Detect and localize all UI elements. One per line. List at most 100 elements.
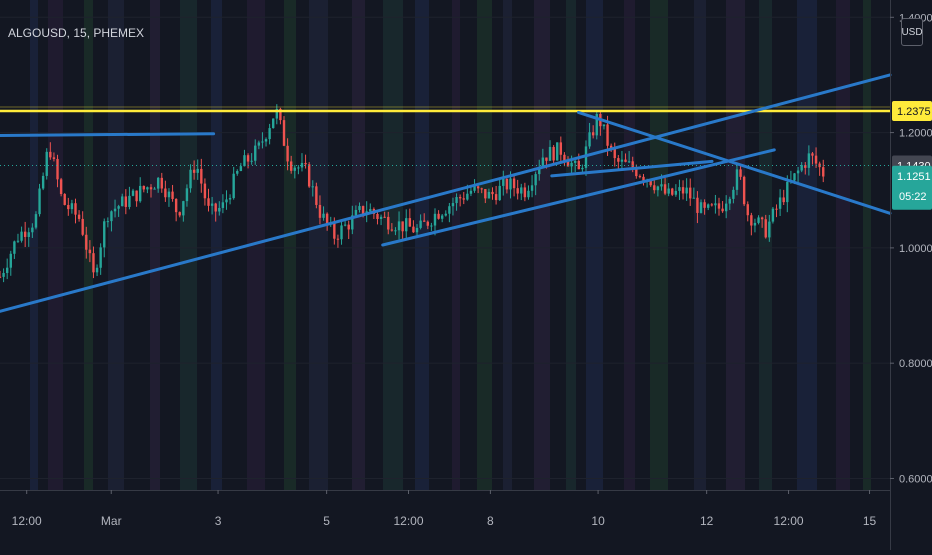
trendline-3[interactable] — [381, 148, 776, 247]
trendline-5[interactable] — [550, 159, 714, 178]
session-band — [624, 0, 635, 490]
candle-body — [383, 216, 386, 218]
candle-body — [387, 216, 390, 230]
candle-body — [494, 194, 498, 201]
candle-body — [462, 198, 465, 200]
time-tick-label: 15 — [863, 514, 877, 528]
candle-body — [678, 187, 681, 191]
session-band — [284, 0, 296, 490]
candle-body — [149, 187, 153, 190]
candle-body — [103, 221, 106, 248]
candle-body — [591, 132, 595, 136]
candle-body — [430, 225, 433, 227]
candle-body — [174, 198, 178, 213]
countdown-label: 05:22 — [899, 191, 927, 203]
candle-body — [617, 158, 620, 162]
candle-body — [757, 217, 760, 223]
candle-body — [272, 118, 275, 129]
candle-body — [671, 188, 674, 195]
candle-body — [225, 199, 228, 203]
candle-body — [556, 142, 559, 161]
candle-body — [200, 168, 203, 184]
candle-body — [178, 212, 181, 216]
candle-body — [408, 218, 412, 227]
time-tick-label: 12:00 — [12, 514, 42, 528]
candle-body — [135, 190, 138, 202]
candle-body — [548, 146, 552, 161]
candle-body — [275, 108, 279, 119]
candle-body — [282, 120, 286, 146]
candle-body — [595, 114, 598, 136]
candle-body — [390, 229, 394, 231]
candle-body — [613, 148, 616, 159]
trendline-2[interactable] — [0, 132, 216, 137]
session-band — [503, 0, 512, 490]
candle-body — [620, 159, 624, 162]
candle-body — [88, 249, 92, 254]
candle-body — [128, 195, 131, 207]
candle-body — [124, 196, 128, 207]
trendline-1[interactable] — [0, 73, 892, 313]
candle-body — [782, 197, 785, 203]
candle-body — [739, 169, 742, 177]
candle-body — [164, 188, 167, 198]
candle-body — [423, 220, 426, 222]
candle-body — [45, 151, 48, 176]
candle-body — [264, 139, 268, 142]
candle-body — [153, 188, 156, 190]
candle-body — [498, 185, 501, 201]
candle-body — [818, 163, 821, 168]
candle-body — [530, 185, 534, 191]
candle-body — [293, 167, 296, 171]
time-axis[interactable]: 12:00 Mar 3 5 12:00 8 10 12 12:00 15 — [0, 490, 890, 528]
candle-body — [541, 157, 545, 168]
currency-button[interactable]: USD — [901, 18, 923, 46]
candle-body — [692, 197, 696, 199]
time-tick-label: 3 — [215, 514, 222, 528]
candle-body — [545, 157, 548, 161]
candle-body — [753, 222, 757, 226]
candle-body — [110, 211, 113, 222]
candle-body — [214, 203, 217, 212]
candle-body — [484, 189, 487, 199]
trendline-4[interactable] — [577, 110, 892, 215]
candle-body — [311, 186, 314, 188]
candle-body — [41, 175, 45, 189]
drawings[interactable] — [0, 73, 892, 313]
candle-body — [279, 108, 282, 121]
candle-body — [246, 155, 250, 162]
candle-body — [681, 187, 685, 194]
time-tick-label: 8 — [487, 514, 494, 528]
candle-body — [117, 206, 120, 209]
candle-body — [2, 272, 5, 277]
candle-body — [38, 188, 41, 215]
candle-body — [786, 181, 789, 203]
session-band — [352, 0, 365, 490]
candle-body — [512, 178, 516, 189]
candle-body — [261, 141, 264, 143]
candle-body — [800, 165, 803, 171]
candle-body — [689, 187, 692, 199]
candle-body — [721, 208, 724, 212]
candle-body — [771, 208, 775, 222]
candle-body — [746, 204, 749, 216]
candle-body — [9, 253, 12, 268]
candle-body — [322, 213, 325, 218]
session-band — [247, 0, 265, 490]
candle-body — [74, 203, 77, 215]
candle-body — [376, 213, 379, 219]
candle-body — [635, 168, 638, 177]
candle-body — [588, 132, 591, 147]
session-band — [863, 0, 871, 490]
candle-body — [16, 240, 20, 242]
candle-body — [20, 231, 23, 241]
candle-body — [250, 160, 253, 162]
candle-body — [458, 197, 462, 199]
candle-body — [207, 198, 210, 206]
candle-body — [760, 217, 764, 220]
candle-body — [778, 197, 782, 209]
